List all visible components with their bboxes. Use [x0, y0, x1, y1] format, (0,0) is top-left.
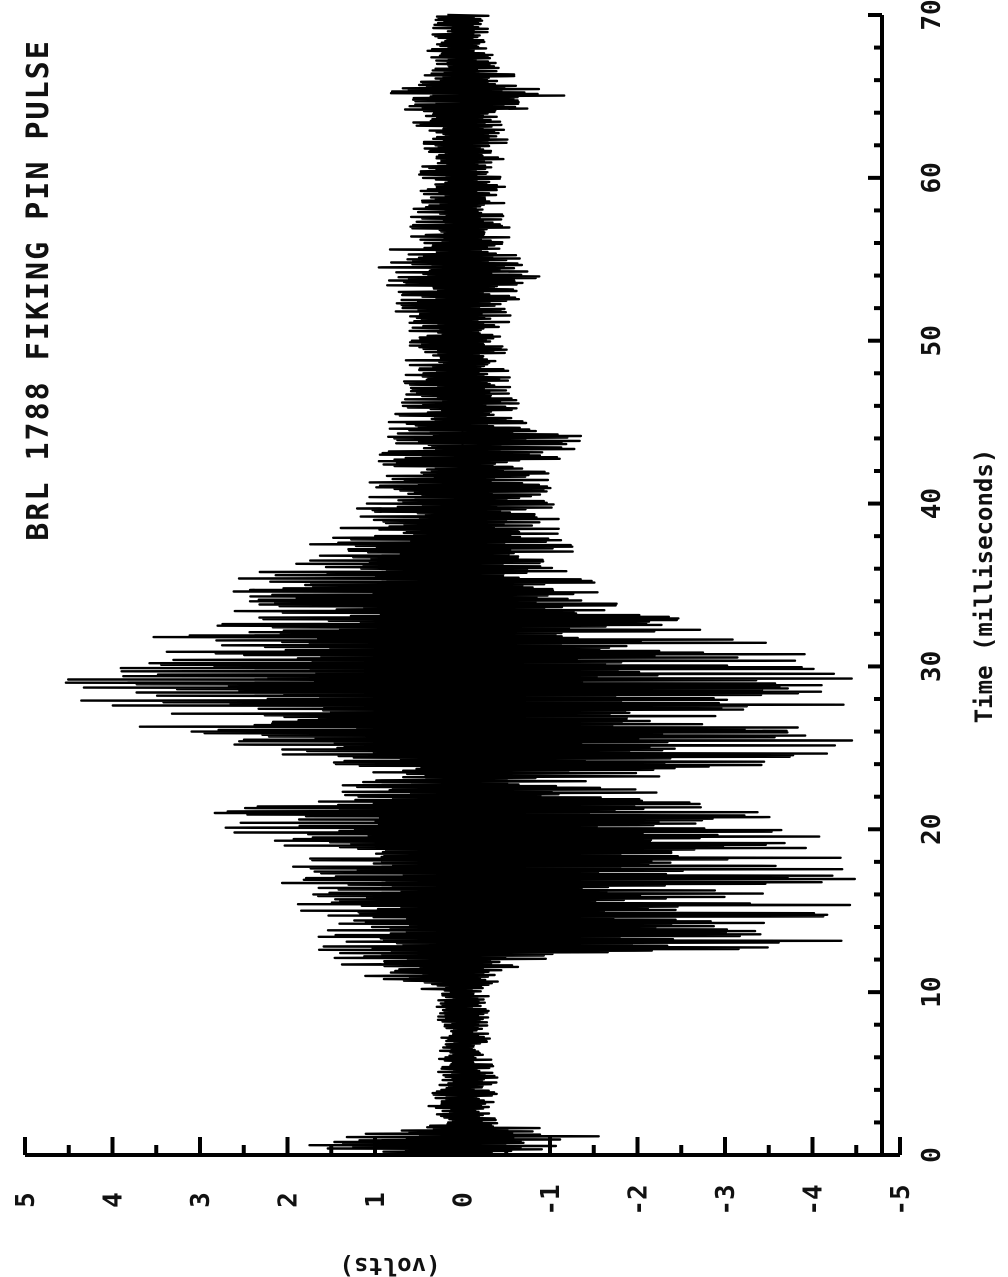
- time-tick-label: 60: [917, 162, 947, 193]
- y-axis-title: (volts): [339, 1252, 440, 1277]
- volts-tick-label: 4: [99, 1192, 129, 1208]
- signal-trace: [64, 13, 856, 1157]
- time-tick-label: 40: [917, 488, 947, 519]
- time-tick-label: 30: [917, 651, 947, 682]
- volts-tick-label: -3: [711, 1184, 741, 1215]
- x-axis-title: Time (milliseconds): [970, 449, 998, 724]
- volts-tick-label: 1: [361, 1192, 391, 1208]
- volts-tick-label: -2: [624, 1184, 654, 1215]
- time-tick-label: 20: [917, 814, 947, 845]
- time-tick-label: 0: [917, 1147, 947, 1163]
- volts-tick-label: 5: [11, 1192, 41, 1208]
- time-tick-label: 70: [917, 0, 947, 31]
- volts-tick-label: -1: [536, 1184, 566, 1215]
- chart-title: BRL 1788 FIKING PIN PULSE: [21, 39, 56, 541]
- time-tick-label: 10: [917, 976, 947, 1007]
- volts-tick-label: 3: [186, 1192, 216, 1208]
- signal-trace-line: [64, 13, 856, 1157]
- volts-tick-label: -4: [799, 1184, 829, 1215]
- volts-tick-label: 0: [449, 1192, 479, 1208]
- volts-tick-label: -5: [886, 1184, 916, 1215]
- volts-tick-label: 2: [274, 1192, 304, 1208]
- time-tick-label: 50: [917, 325, 947, 356]
